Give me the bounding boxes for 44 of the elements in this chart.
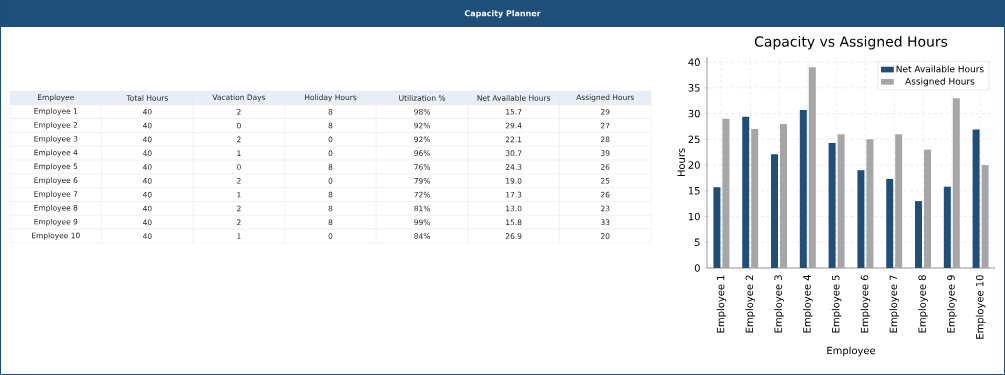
y-tick-label: 0 <box>694 264 700 272</box>
y-tick-label: 15 <box>688 187 700 195</box>
x-tick-label: Employee 1 <box>716 275 727 333</box>
bar <box>915 201 923 268</box>
bar <box>857 170 865 268</box>
y-tick-label: 5 <box>694 238 700 246</box>
bar <box>780 123 788 268</box>
bar <box>713 187 721 268</box>
x-tick-label: Employee 6 <box>860 275 871 333</box>
x-tick-label: Employee 2 <box>745 275 756 333</box>
bar <box>952 98 960 268</box>
bar <box>866 139 874 268</box>
chart-title: Capacity vs Assigned Hours <box>754 36 948 50</box>
bar <box>828 142 836 268</box>
bar <box>981 165 989 268</box>
bar <box>742 116 750 268</box>
bar <box>943 186 951 268</box>
x-tick-label: Employee 8 <box>918 275 928 333</box>
bar <box>837 134 845 268</box>
x-axis-title: Employee <box>827 346 876 357</box>
bar <box>972 129 980 268</box>
x-tick-label: Employee 9 <box>946 275 957 333</box>
x-tick-label: Employee 10 <box>975 275 986 339</box>
x-tick-label: Employee 7 <box>889 275 900 333</box>
x-tick-label: Employee 5 <box>831 275 842 333</box>
bar <box>722 118 730 268</box>
legend-label: Assigned Hours <box>905 77 975 87</box>
y-tick-label: 25 <box>688 135 700 144</box>
bar <box>895 134 903 268</box>
y-tick-label: 20 <box>688 161 700 169</box>
bar <box>924 149 932 268</box>
x-tick-label: Employee 3 <box>774 275 784 333</box>
y-tick-label: 30 <box>688 109 700 118</box>
y-tick-label: 10 <box>688 212 700 221</box>
y-tick-label: 40 <box>688 58 700 66</box>
bar <box>808 67 816 268</box>
bar <box>799 110 807 268</box>
bar <box>751 129 759 268</box>
bar <box>771 154 779 268</box>
y-tick-label: 35 <box>688 84 700 92</box>
legend-label: Net Available Hours <box>896 65 984 73</box>
bar <box>886 178 894 268</box>
x-tick-label: Employee 4 <box>802 275 813 333</box>
y-axis-title: Hours <box>677 148 685 177</box>
